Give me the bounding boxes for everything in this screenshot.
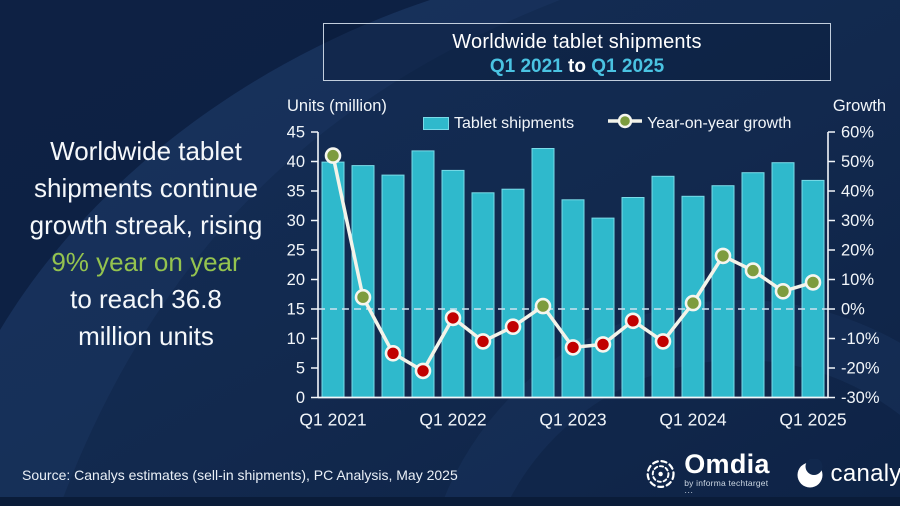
growth-dot-q4-2024 <box>774 282 792 300</box>
growth-dot-q2-2023 <box>594 336 612 353</box>
bar-q1-2023 <box>561 199 585 398</box>
canalys-logo: canalys <box>795 458 900 489</box>
left-axis-tick-label: 35 <box>287 183 305 201</box>
chart-title: Worldwide tablet shipments <box>452 31 702 53</box>
bar-q3-2021 <box>381 174 405 398</box>
growth-dot-q1-2024 <box>684 294 702 312</box>
growth-dot-q3-2021 <box>384 344 402 362</box>
x-axis-label: Q1 2022 <box>419 410 486 430</box>
range-connector: to <box>562 56 592 77</box>
legend-line-marker-icon <box>607 113 643 134</box>
chart-title-box: Worldwide tablet shipments Q1 2021 to Q1… <box>323 23 831 81</box>
growth-dot-q1-2025 <box>804 274 822 291</box>
headline-line: Worldwide tablet <box>50 136 242 166</box>
right-axis-tick-label: 40% <box>841 183 874 201</box>
growth-dot-q2-2024 <box>714 247 732 265</box>
left-axis-tick-label: 25 <box>287 242 305 260</box>
growth-dot-q1-2023 <box>564 339 582 356</box>
headline-line: 9% year on year <box>51 247 241 277</box>
headline-line: shipments continue <box>33 173 259 203</box>
right-axis-tick-label: 10% <box>841 271 874 289</box>
growth-dot-q2-2022 <box>474 333 492 350</box>
bar-q3-2024 <box>741 172 765 398</box>
growth-dot-q4-2023 <box>654 333 672 350</box>
growth-dot-q2-2021 <box>354 288 372 306</box>
canalys-wordmark: canalys <box>830 459 900 487</box>
growth-dot-q1-2022 <box>444 309 462 327</box>
source-note: Source: Canalys estimates (sell-in shipm… <box>22 467 458 483</box>
right-axis-tick-label: 30% <box>841 212 874 230</box>
right-axis-tick-label: 60% <box>841 124 874 142</box>
headline: Worldwide tablet shipments continue growth… <box>0 133 292 355</box>
headline-line: to reach 36.8 <box>70 284 222 314</box>
bar-q4-2023 <box>651 175 675 399</box>
left-axis-tick-label: 0 <box>296 389 305 407</box>
omdia-logo-icon <box>646 459 675 488</box>
left-axis-tick-label: 45 <box>287 124 305 142</box>
right-axis-tick-label: -20% <box>841 360 880 378</box>
bar-q4-2024 <box>771 162 795 398</box>
legend-bar-swatch-icon <box>423 117 449 130</box>
headline-line: million units <box>78 321 214 351</box>
growth-dot-q4-2022 <box>534 297 552 315</box>
left-axis-tick-label: 10 <box>287 330 305 348</box>
x-axis-label: Q1 2021 <box>299 410 366 430</box>
x-axis-label: Q1 2025 <box>779 410 846 430</box>
right-axis-title: Growth <box>832 97 886 115</box>
right-axis-tick-label: 50% <box>841 153 874 171</box>
growth-dot-q3-2024 <box>744 262 762 279</box>
range-end: Q1 2025 <box>591 56 665 77</box>
bar-q1-2022 <box>441 169 465 398</box>
logos: Omdia by informa techtarget ··· canalys <box>644 451 900 496</box>
growth-dot-q1-2021 <box>324 147 342 164</box>
bar-q2-2021 <box>351 165 375 398</box>
growth-dot-q4-2021 <box>414 362 432 380</box>
bar-q2-2022 <box>471 192 495 398</box>
left-axis-tick-label: 40 <box>287 153 305 171</box>
left-axis-tick-label: 20 <box>287 271 305 289</box>
left-axis-tick-label: 15 <box>287 301 305 319</box>
omdia-logo: Omdia by informa techtarget ··· <box>644 451 773 496</box>
bar-q3-2022 <box>501 188 525 398</box>
headline-line: growth streak, rising <box>29 210 263 240</box>
right-axis-tick-label: -30% <box>841 389 880 407</box>
bar-q3-2023 <box>621 197 645 398</box>
chart-title-range: Q1 2021 to Q1 2025 <box>324 56 830 78</box>
legend-bar-label: Tablet shipments <box>454 114 575 132</box>
left-axis-tick-label: 5 <box>296 360 305 378</box>
right-axis-tick-label: -10% <box>841 330 880 348</box>
bar-q4-2022 <box>531 148 555 398</box>
left-axis-title: Units (million) <box>287 97 387 115</box>
right-axis-tick-label: 20% <box>841 242 874 260</box>
x-axis-label: Q1 2024 <box>659 410 726 430</box>
right-axis-tick-label: 0% <box>841 301 865 319</box>
omdia-wordmark: Omdia <box>684 449 770 479</box>
omdia-subtext: by informa techtarget ··· <box>684 478 769 497</box>
chart-legend: Tablet shipments Year-on-year growth <box>423 113 791 134</box>
canalys-logo-icon <box>797 458 823 487</box>
bar-q2-2023 <box>591 217 615 398</box>
x-axis-label: Q1 2023 <box>539 410 606 430</box>
bar-q2-2024 <box>711 185 735 398</box>
legend-line-label: Year-on-year growth <box>647 114 792 132</box>
growth-dot-q3-2023 <box>624 312 642 330</box>
growth-dot-q3-2022 <box>504 318 522 336</box>
range-start: Q1 2021 <box>489 56 563 77</box>
left-axis-tick-label: 30 <box>287 212 305 230</box>
